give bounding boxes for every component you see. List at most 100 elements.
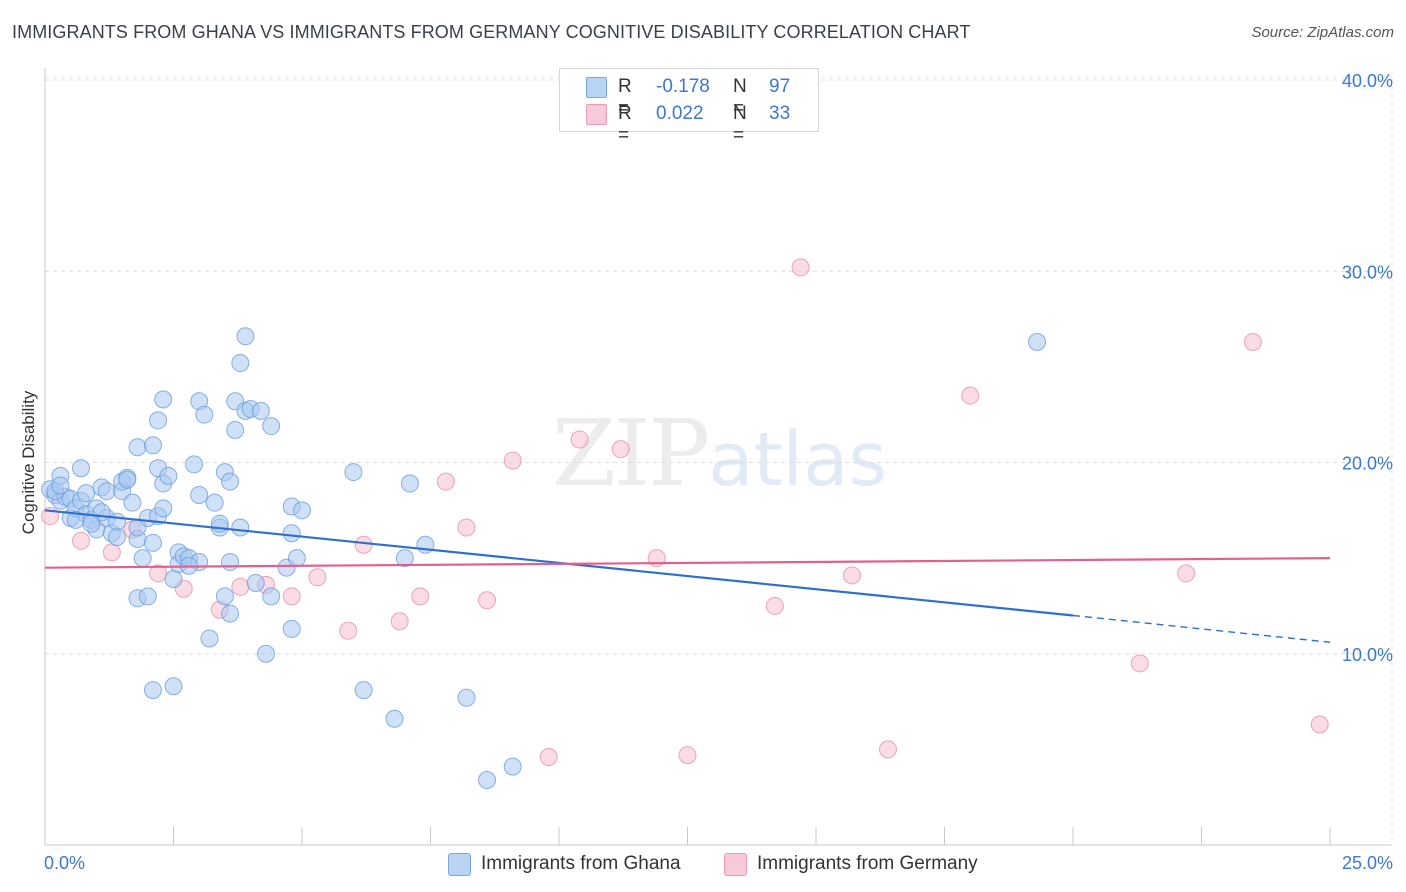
germany-point xyxy=(765,596,784,615)
ghana-points xyxy=(41,327,1047,789)
tick-labels: 10.0% 20.0% 30.0% 40.0% 0.0% 25.0% Cognitive D… xyxy=(19,71,1393,873)
ghana-point xyxy=(221,472,240,491)
ghana-point xyxy=(195,405,214,424)
ghana-point xyxy=(257,644,276,663)
germany-point xyxy=(1130,654,1149,673)
germany-point xyxy=(791,258,810,277)
ghana-point xyxy=(231,354,250,373)
watermark-zip: ZIP xyxy=(552,400,710,507)
germany-legend-label: Immigrants from Germany xyxy=(757,853,978,874)
ghana-point xyxy=(262,587,281,606)
ghana-point xyxy=(149,411,168,430)
germany-point xyxy=(478,591,497,610)
chart-title: IMMIGRANTS FROM GHANA VS IMMIGRANTS FROM… xyxy=(12,22,971,42)
ghana-point xyxy=(236,327,255,346)
watermark-atlas: atlas xyxy=(708,417,887,503)
ghana-point xyxy=(107,528,126,547)
ghana-point xyxy=(143,533,162,552)
ghana-point xyxy=(205,493,224,512)
n-value: 33 xyxy=(769,103,791,124)
ghana-point xyxy=(97,482,116,501)
ghana-legend-label: Immigrants from Ghana xyxy=(481,853,681,874)
germany-point xyxy=(539,748,558,767)
ghana-point xyxy=(344,463,363,482)
r-label: R = xyxy=(618,103,632,146)
y-tick-label: 40.0% xyxy=(1342,71,1393,91)
x-tick-label: 25.0% xyxy=(1342,853,1393,873)
ghana-point xyxy=(143,681,162,700)
germany-trend-line xyxy=(44,557,1331,569)
r-value: -0.178 xyxy=(656,76,710,97)
y-tick-label: 30.0% xyxy=(1342,262,1393,282)
germany-point xyxy=(842,566,861,585)
r-label: R = xyxy=(618,76,632,119)
germany-point xyxy=(282,587,301,606)
ghana-point xyxy=(293,501,311,520)
ghana-point xyxy=(282,524,301,543)
n-label: N = xyxy=(733,76,747,119)
ghana-point xyxy=(118,470,137,489)
germany-point xyxy=(71,531,90,550)
ghana-point xyxy=(154,390,173,409)
ghana-point xyxy=(478,770,497,789)
ghana-point xyxy=(1028,333,1047,352)
germany-points xyxy=(41,258,1329,767)
ghana-point xyxy=(164,677,183,696)
axes xyxy=(44,68,1392,846)
ghana-point xyxy=(128,438,147,457)
germany-legend-swatch xyxy=(724,853,747,876)
ghana-point xyxy=(457,688,476,707)
germany-point xyxy=(503,451,522,470)
germany-point xyxy=(339,621,358,640)
ghana-point xyxy=(282,619,301,638)
germany-point xyxy=(570,430,589,449)
ghana-point xyxy=(190,486,209,505)
y-tick-label: 20.0% xyxy=(1342,454,1393,474)
germany-point xyxy=(961,386,980,405)
ghana-point xyxy=(77,484,96,503)
correlation-legend: R = -0.178 N = 97 R = 0.022 N = 33 xyxy=(559,68,819,146)
germany-point xyxy=(878,740,897,759)
ghana-legend-swatch xyxy=(448,853,471,876)
germany-point xyxy=(457,518,476,537)
n-label: N = xyxy=(733,103,747,146)
ghana-point xyxy=(221,604,240,623)
germany-point xyxy=(436,472,455,491)
germany-point xyxy=(102,543,121,562)
ghana-point xyxy=(185,455,204,474)
ghana-point xyxy=(123,493,142,512)
ghana-point xyxy=(503,757,522,776)
ghana-point xyxy=(51,476,70,495)
ghana-point xyxy=(226,420,245,439)
y-axis-label: Cognitive Disability xyxy=(19,390,38,534)
ghana-point xyxy=(251,401,270,420)
germany-point xyxy=(1243,333,1262,352)
germany-point xyxy=(1310,715,1329,734)
ghana-point xyxy=(143,436,162,455)
ghana-point xyxy=(154,499,173,518)
ghana-point xyxy=(82,514,101,533)
ghana-swatch xyxy=(586,77,607,98)
ghana-point xyxy=(200,629,219,648)
trend-lines xyxy=(44,509,1331,643)
gridlines xyxy=(45,70,1393,845)
germany-point xyxy=(354,535,373,554)
ghana-trend-extension xyxy=(1072,614,1331,643)
watermark: ZIPatlas xyxy=(552,400,887,507)
ghana-point xyxy=(262,417,281,436)
ghana-point xyxy=(164,570,183,589)
germany-swatch xyxy=(586,104,607,125)
germany-point xyxy=(308,568,327,587)
ghana-point xyxy=(133,549,152,568)
ghana-point xyxy=(287,549,306,568)
ghana-point xyxy=(385,709,404,728)
y-tick-label: 10.0% xyxy=(1342,645,1393,665)
ghana-point xyxy=(400,474,419,493)
ghana-point xyxy=(354,681,373,700)
germany-point xyxy=(611,440,630,459)
germany-point xyxy=(1177,564,1196,583)
ghana-point xyxy=(395,549,414,568)
ghana-point xyxy=(159,466,178,485)
germany-point xyxy=(678,746,697,765)
